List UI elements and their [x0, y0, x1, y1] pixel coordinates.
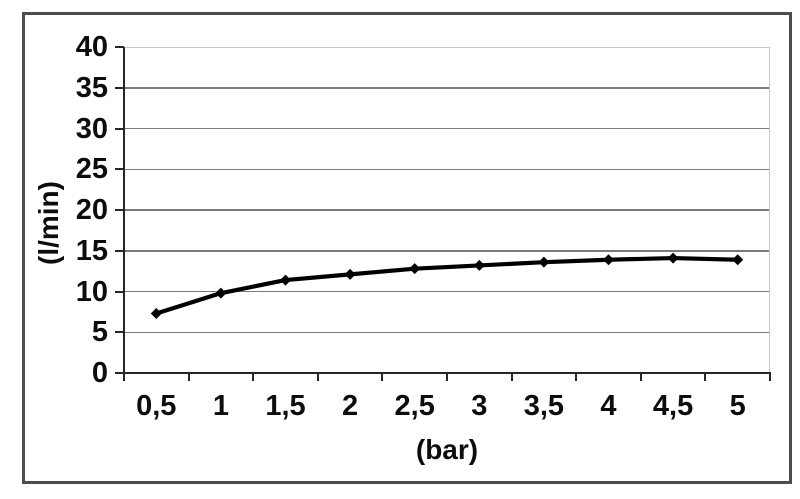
y-tick — [115, 331, 124, 334]
y-tick-label: 0 — [91, 357, 108, 389]
x-tick — [510, 373, 513, 381]
x-tick-label: 5 — [729, 390, 746, 422]
y-tick — [115, 127, 124, 130]
x-tick-label: 1,5 — [265, 390, 306, 422]
x-tick-label: 4,5 — [652, 390, 694, 422]
x-tick-label: 1 — [212, 390, 229, 422]
y-tick — [115, 46, 124, 48]
h-gridline — [125, 127, 769, 130]
x-tick — [446, 373, 448, 381]
y-tick — [115, 209, 124, 211]
x-tick — [316, 373, 319, 381]
y-tick — [115, 372, 124, 374]
x-tick — [381, 373, 384, 381]
y-tick-label: 5 — [91, 316, 108, 349]
y-tick-label: 20 — [75, 194, 108, 226]
y-tick-label: 15 — [75, 234, 108, 267]
x-axis-title: (bar) — [415, 434, 479, 465]
x-tick-label: 4 — [600, 390, 617, 422]
h-gridline — [125, 290, 769, 293]
x-tick — [252, 373, 255, 381]
h-gridline — [125, 209, 769, 211]
x-tick-label: 3 — [471, 390, 488, 422]
x-tick-label: 2,5 — [394, 390, 435, 422]
y-tick — [115, 86, 124, 89]
x-tick — [704, 373, 707, 381]
x-tick — [187, 373, 190, 381]
x-axis-line — [122, 371, 771, 374]
x-tick — [123, 373, 125, 381]
h-gridline — [125, 168, 769, 170]
y-axis-line — [122, 47, 125, 374]
y-tick-label: 10 — [75, 275, 108, 308]
h-gridline — [125, 331, 769, 333]
x-tick — [639, 373, 642, 381]
y-tick-label: 35 — [75, 71, 108, 104]
x-tick — [575, 373, 578, 381]
y-tick — [115, 290, 124, 293]
y-tick — [115, 249, 124, 252]
y-tick-label: 40 — [75, 31, 108, 63]
h-gridline — [125, 87, 769, 89]
y-tick — [115, 168, 124, 171]
x-tick-label: 2 — [342, 390, 359, 422]
x-tick — [769, 373, 771, 381]
h-gridline — [125, 250, 769, 252]
x-tick-label: 3,5 — [523, 390, 565, 422]
y-tick-label: 30 — [75, 112, 108, 145]
x-tick-label: 0,5 — [136, 390, 177, 422]
chart-frame — [22, 12, 792, 484]
y-tick-label: 25 — [75, 153, 108, 186]
